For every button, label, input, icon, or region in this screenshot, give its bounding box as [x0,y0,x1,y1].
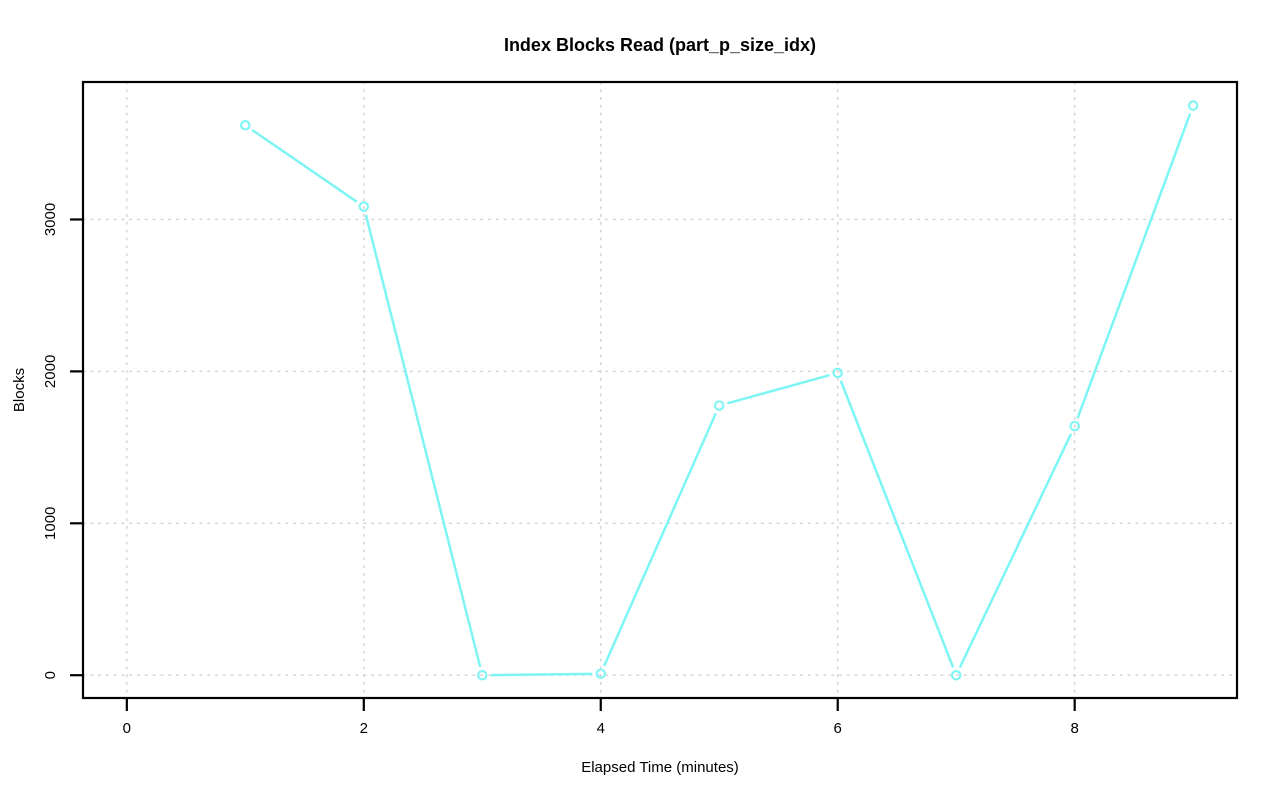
axis-layer: 0 2 4 6 8 0 1000 2000 3000 [42,80,1239,737]
series-line-segment [603,413,717,667]
x-tick-label: 4 [597,720,605,737]
plot-border [81,80,1239,700]
y-tick-label: 1000 [42,507,59,540]
series-layer [240,100,1199,681]
y-tick-label: 3000 [42,203,59,236]
x-tick-label: 6 [834,720,842,737]
y-axis-title: Blocks [11,368,28,412]
x-tick-label: 0 [123,720,131,737]
x-tick-label: 2 [360,720,368,737]
series-line-segment [1076,113,1192,419]
x-tick-label: 8 [1071,720,1079,737]
y-tick-label: 0 [42,671,59,679]
chart-title: Index Blocks Read (part_p_size_idx) [504,35,816,55]
y-tick-label: 2000 [42,355,59,388]
series-line-segment [727,374,830,405]
x-axis-title: Elapsed Time (minutes) [581,759,739,776]
data-point-marker [1187,100,1199,111]
data-point-marker [950,669,962,681]
data-point-marker [1069,420,1080,432]
series-line-segment [364,214,482,668]
series-line-segment [959,433,1072,668]
data-point-marker [477,669,488,681]
data-point-marker [832,367,843,379]
data-point-marker [240,120,251,131]
data-point-marker [595,668,607,679]
data-point-marker [358,201,370,212]
series-line-segment [490,672,593,677]
series-line-segment [251,129,358,203]
data-point-marker [713,400,725,411]
grid-layer [82,81,1238,699]
series-line-segment [839,380,954,668]
